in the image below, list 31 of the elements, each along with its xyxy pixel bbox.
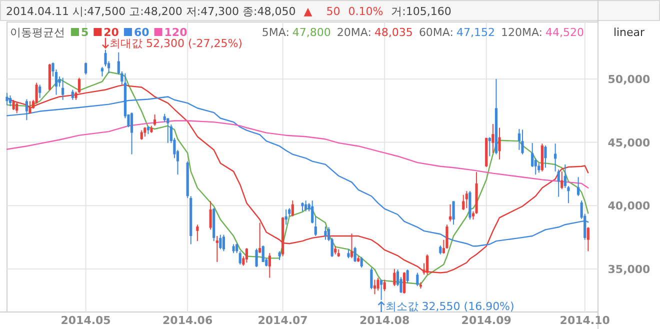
text: 2014.04.11 시:47,500 고:48,200 저:47,300 종:48,050 xyxy=(6,5,296,18)
legend-title: 이동평균선 xyxy=(10,26,65,39)
text: 0.10% xyxy=(348,5,384,18)
y-tick-label: 45,000 xyxy=(608,136,651,150)
text: 거:105,160 xyxy=(391,5,452,18)
x-tick-label: 2014.09 xyxy=(461,314,512,327)
y-tick-label: 40,000 xyxy=(608,200,651,213)
x-tick-label: 2014.07 xyxy=(258,314,308,327)
legend-label: 120 xyxy=(164,26,188,39)
legend-label: 20 xyxy=(104,26,120,39)
annotation: 최대값 52,300 (-27,25%) xyxy=(110,36,242,50)
annotation: 44,520 xyxy=(546,26,584,39)
legend-label: 5 xyxy=(81,26,89,39)
annotation: 47,152 xyxy=(456,26,495,39)
annotation: 5MA: xyxy=(262,26,290,39)
legend-label: 60 xyxy=(134,26,150,39)
annotation: 최소값 32,550 (16.90%) xyxy=(385,300,514,313)
text: ▲ xyxy=(304,5,313,18)
x-tick-label: 2014.08 xyxy=(360,314,410,327)
y-tick-label: 50,000 xyxy=(608,72,651,86)
text: 50 xyxy=(326,5,340,18)
text: linear xyxy=(613,26,646,39)
annotation: 48,035 xyxy=(374,26,413,39)
annotation: 47,800 xyxy=(292,26,331,39)
annotation: 120MA: xyxy=(500,26,542,39)
x-tick-label: 2014.06 xyxy=(162,314,213,327)
annotation: 60MA: xyxy=(418,26,454,39)
x-tick-label: 2014.10 xyxy=(560,314,610,327)
y-tick-label: 35,000 xyxy=(608,262,651,276)
x-tick-label: 2014.05 xyxy=(60,314,111,327)
annotation: 20MA: xyxy=(336,26,372,39)
